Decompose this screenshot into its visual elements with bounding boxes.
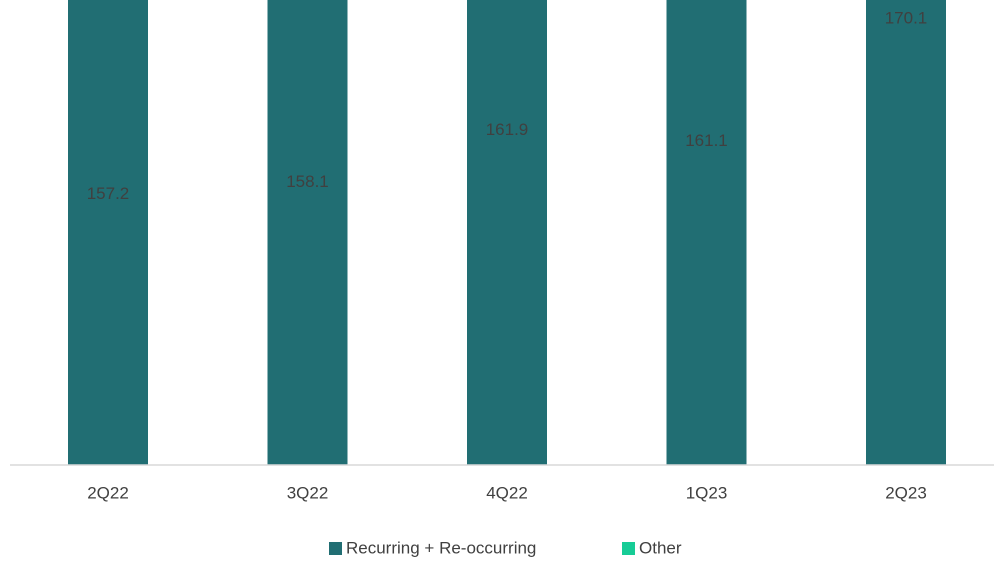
x-tick-label: 2Q22: [87, 483, 129, 502]
bar-segment: [866, 0, 946, 465]
x-tick-label: 3Q22: [287, 483, 329, 502]
legend-label: Recurring + Re-occurring: [346, 538, 536, 557]
total-label: 161.9: [486, 120, 529, 139]
x-tick-label: 1Q23: [686, 483, 728, 502]
total-label: 158.1: [286, 172, 329, 191]
legend-swatch: [329, 542, 342, 555]
total-label: 161.1: [685, 131, 728, 150]
bar-segment: [666, 0, 747, 465]
bar-segment: [467, 0, 547, 465]
x-tick-label: 2Q23: [885, 483, 927, 502]
total-label: 170.1: [885, 8, 928, 27]
x-tick-label: 4Q22: [486, 483, 528, 502]
bar-segment: [267, 0, 348, 465]
legend-swatch: [622, 542, 635, 555]
total-label: 157.2: [87, 184, 130, 203]
bar-segment: [68, 0, 148, 466]
legend-label: Other: [639, 538, 682, 557]
